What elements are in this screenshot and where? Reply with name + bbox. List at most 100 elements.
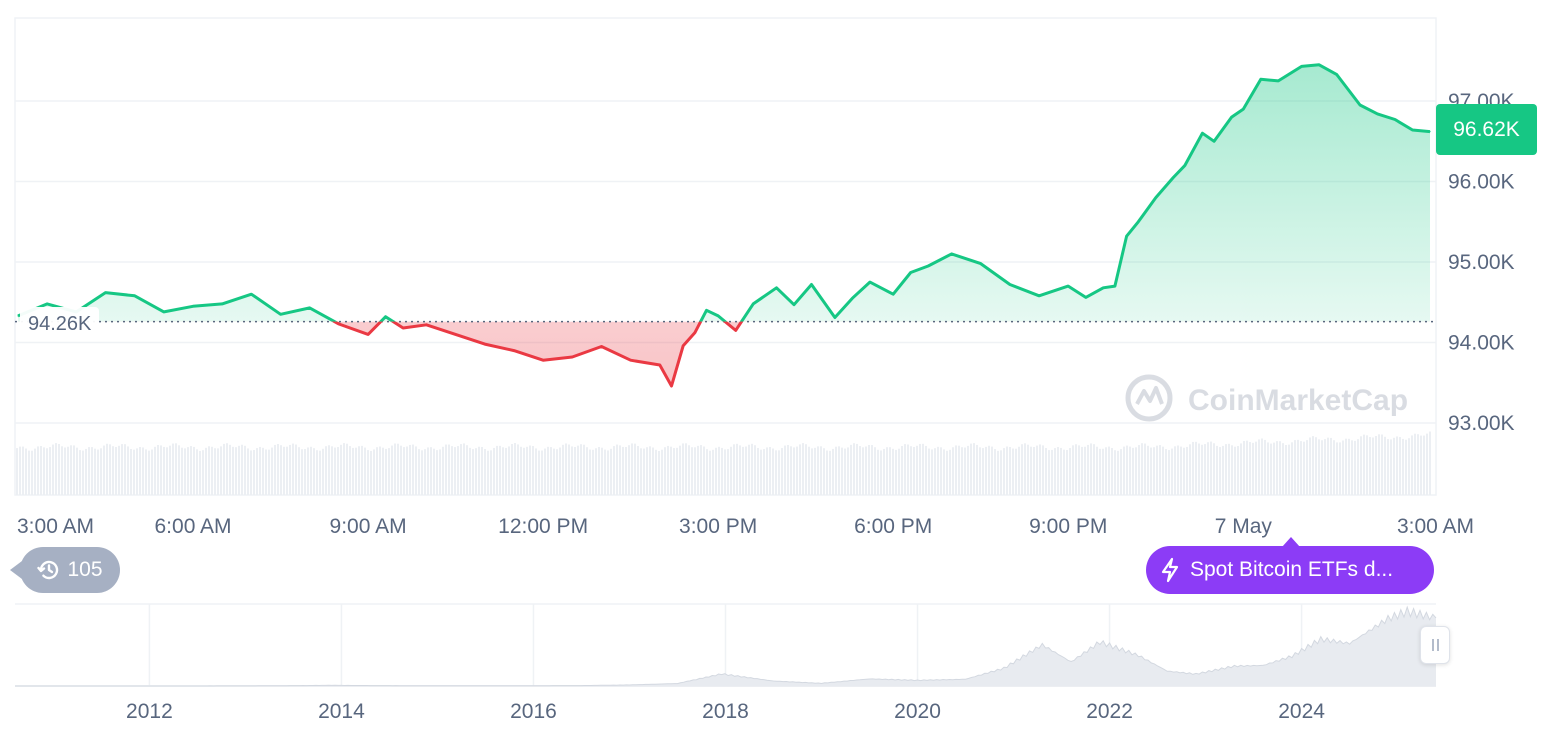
volume-bar xyxy=(406,446,408,495)
volume-bar xyxy=(1009,447,1011,495)
volume-bar xyxy=(1231,445,1233,495)
volume-bar xyxy=(856,443,858,495)
volume-bar xyxy=(1318,439,1320,495)
volume-bar xyxy=(598,447,600,495)
data-point xyxy=(338,323,340,325)
volume-bar xyxy=(880,450,882,495)
volume-bar xyxy=(988,445,990,495)
data-point xyxy=(851,297,853,299)
volume-bar xyxy=(358,446,360,495)
data-point xyxy=(950,253,953,255)
volume-bar xyxy=(397,443,399,495)
volume-bar xyxy=(1033,447,1035,495)
volume-bar xyxy=(568,444,570,495)
navigator-year-label: 2012 xyxy=(126,700,173,723)
baseline-price-label: 94.26K xyxy=(20,307,100,341)
history-badge[interactable]: 105 xyxy=(10,547,120,593)
volume-bar xyxy=(1369,437,1371,495)
volume-bar xyxy=(589,449,591,495)
navigator-year-label: 2020 xyxy=(894,700,941,723)
volume-bar xyxy=(271,447,273,495)
data-point xyxy=(735,329,737,332)
data-point xyxy=(1067,285,1069,287)
volume-bar xyxy=(352,447,354,495)
volume-bar xyxy=(190,446,192,495)
volume-bar xyxy=(277,443,279,495)
data-point xyxy=(1102,287,1104,289)
volume-bar xyxy=(1345,438,1347,495)
volume-bar xyxy=(1036,445,1038,495)
volume-bar xyxy=(682,443,684,495)
volume-bar xyxy=(1195,441,1197,495)
volume-bar xyxy=(715,447,717,495)
volume-bar xyxy=(415,446,417,495)
volume-bar xyxy=(997,450,999,495)
volume-bar xyxy=(325,446,327,495)
data-point xyxy=(221,303,223,305)
volume-bar xyxy=(745,446,747,495)
volume-bar xyxy=(460,444,462,495)
volume-bar xyxy=(601,447,603,495)
volume-bar xyxy=(700,445,702,495)
data-point xyxy=(1009,283,1011,286)
volume-bar xyxy=(907,444,909,495)
data-point xyxy=(402,327,404,329)
data-point xyxy=(1359,104,1361,106)
data-point xyxy=(1172,176,1174,179)
data-point xyxy=(384,316,387,318)
volume-bar xyxy=(760,449,762,495)
range-navigator[interactable]: 2012 2014 2016 2018 2020 2022 2024 xyxy=(15,603,1437,723)
volume-bar xyxy=(937,446,939,495)
volume-bar xyxy=(1081,446,1083,495)
volume-bar xyxy=(382,447,384,495)
data-point xyxy=(542,359,544,361)
volume-bar xyxy=(1405,439,1407,495)
volume-bar xyxy=(187,447,189,495)
volume-bar xyxy=(124,444,126,495)
x-tick-label: 9:00 AM xyxy=(330,515,407,538)
volume-bar xyxy=(1273,442,1275,495)
volume-bar xyxy=(802,443,804,495)
volume-bar xyxy=(1246,440,1248,495)
volume-bar xyxy=(685,443,687,495)
volume-bar xyxy=(1411,435,1413,495)
volume-bar xyxy=(475,448,477,495)
volume-bar xyxy=(1321,440,1323,495)
volume-bars xyxy=(16,431,1431,495)
volume-bar xyxy=(1402,438,1404,495)
volume-bar xyxy=(1027,444,1029,495)
x-tick-label: 9:00 PM xyxy=(1029,515,1107,538)
x-tick-label: 6:00 PM xyxy=(854,515,932,538)
volume-bar xyxy=(319,450,321,495)
data-point xyxy=(670,385,673,387)
volume-bar xyxy=(295,444,297,495)
volume-bar xyxy=(523,447,525,495)
volume-bar xyxy=(676,447,678,495)
volume-bar xyxy=(697,445,699,495)
volume-bar xyxy=(355,447,357,495)
volume-bar xyxy=(136,448,138,495)
volume-bar xyxy=(859,446,861,495)
volume-bar xyxy=(610,448,612,495)
volume-bar xyxy=(376,447,378,495)
volume-bar xyxy=(166,447,168,495)
volume-bar xyxy=(688,445,690,495)
event-marker-button[interactable]: Spot Bitcoin ETFs d... xyxy=(1146,537,1434,594)
volume-bar xyxy=(781,448,783,495)
volume-bar xyxy=(46,448,48,495)
volume-bar xyxy=(268,449,270,495)
volume-bar xyxy=(148,450,150,495)
navigator-handle[interactable] xyxy=(1420,626,1450,664)
data-point xyxy=(869,281,871,283)
volume-bar xyxy=(1417,434,1419,495)
volume-bar xyxy=(442,446,444,495)
volume-bar xyxy=(961,447,963,495)
volume-bar xyxy=(502,447,504,495)
volume-bar xyxy=(106,443,108,495)
volume-bar xyxy=(1267,442,1269,495)
volume-bar xyxy=(778,450,780,495)
volume-bar xyxy=(892,448,894,495)
volume-bar xyxy=(373,449,375,495)
volume-bar xyxy=(1105,447,1107,495)
